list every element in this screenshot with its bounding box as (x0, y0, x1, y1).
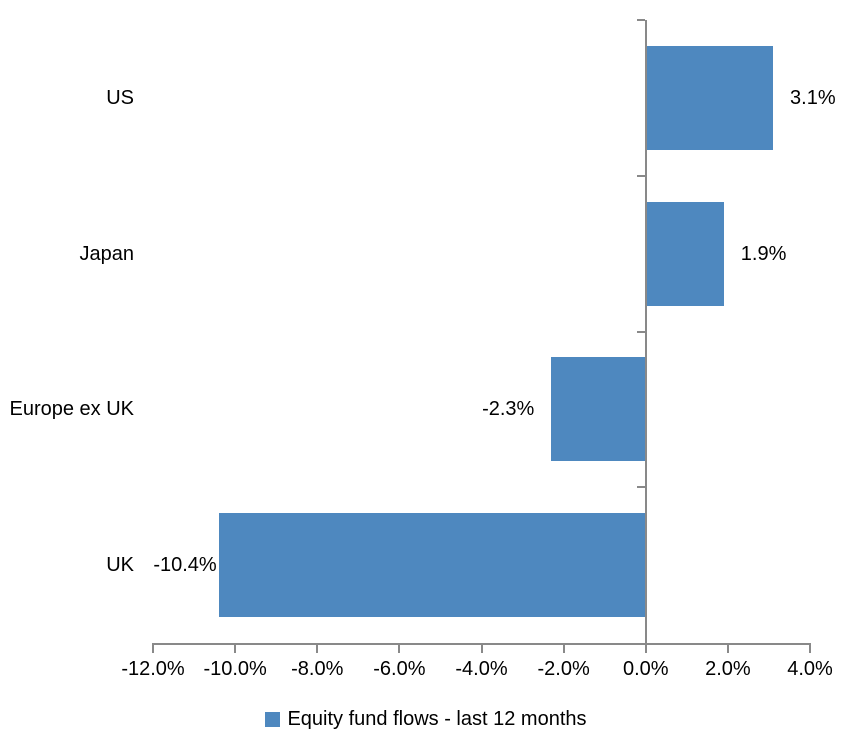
legend-series-swatch-icon (265, 711, 281, 727)
bar (645, 201, 724, 306)
category-label: Europe ex UK (9, 398, 134, 421)
value-axis-tick (316, 643, 319, 653)
value-axis-tick-label: 0.0% (622, 658, 669, 680)
value-axis-tick-label: -10.0% (203, 658, 267, 680)
value-axis-tick (398, 643, 401, 653)
value-axis-tick-label: 4.0% (787, 658, 833, 680)
value-axis-tick (726, 643, 729, 653)
value-axis-tick (644, 643, 647, 653)
category-label: Japan (79, 242, 135, 265)
category-axis-tick (636, 174, 645, 177)
bar (218, 513, 646, 618)
category-axis-tick (636, 330, 645, 333)
value-axis-tick-label: -8.0% (291, 658, 344, 680)
value-axis-tick (809, 643, 811, 653)
bar-value-label: -10.4% (153, 554, 217, 577)
value-axis-tick-label: -6.0% (373, 658, 426, 680)
category-axis-tick (636, 19, 645, 21)
value-axis-tick (152, 643, 154, 653)
bar (551, 357, 646, 462)
category-label: US (106, 86, 134, 109)
bar (645, 45, 774, 150)
value-axis-tick-label: -12.0% (121, 658, 185, 680)
bar-value-label: 3.1% (790, 86, 836, 109)
bar-value-label: 1.9% (740, 242, 787, 265)
category-label: UK (106, 554, 134, 577)
value-axis-tick-label: 2.0% (705, 658, 751, 680)
value-axis-tick (562, 643, 565, 653)
value-axis-tick (480, 643, 483, 653)
value-axis-tick-label: -4.0% (455, 658, 508, 680)
category-axis-line (644, 20, 647, 651)
value-axis-tick (234, 643, 237, 653)
value-axis-tick-label: -2.0% (537, 658, 590, 680)
bar-value-label: -2.3% (482, 398, 535, 421)
legend-label: Equity fund flows - last 12 months (287, 708, 587, 730)
legend: Equity fund flows - last 12 months (0, 704, 852, 734)
category-axis-tick (636, 486, 645, 489)
